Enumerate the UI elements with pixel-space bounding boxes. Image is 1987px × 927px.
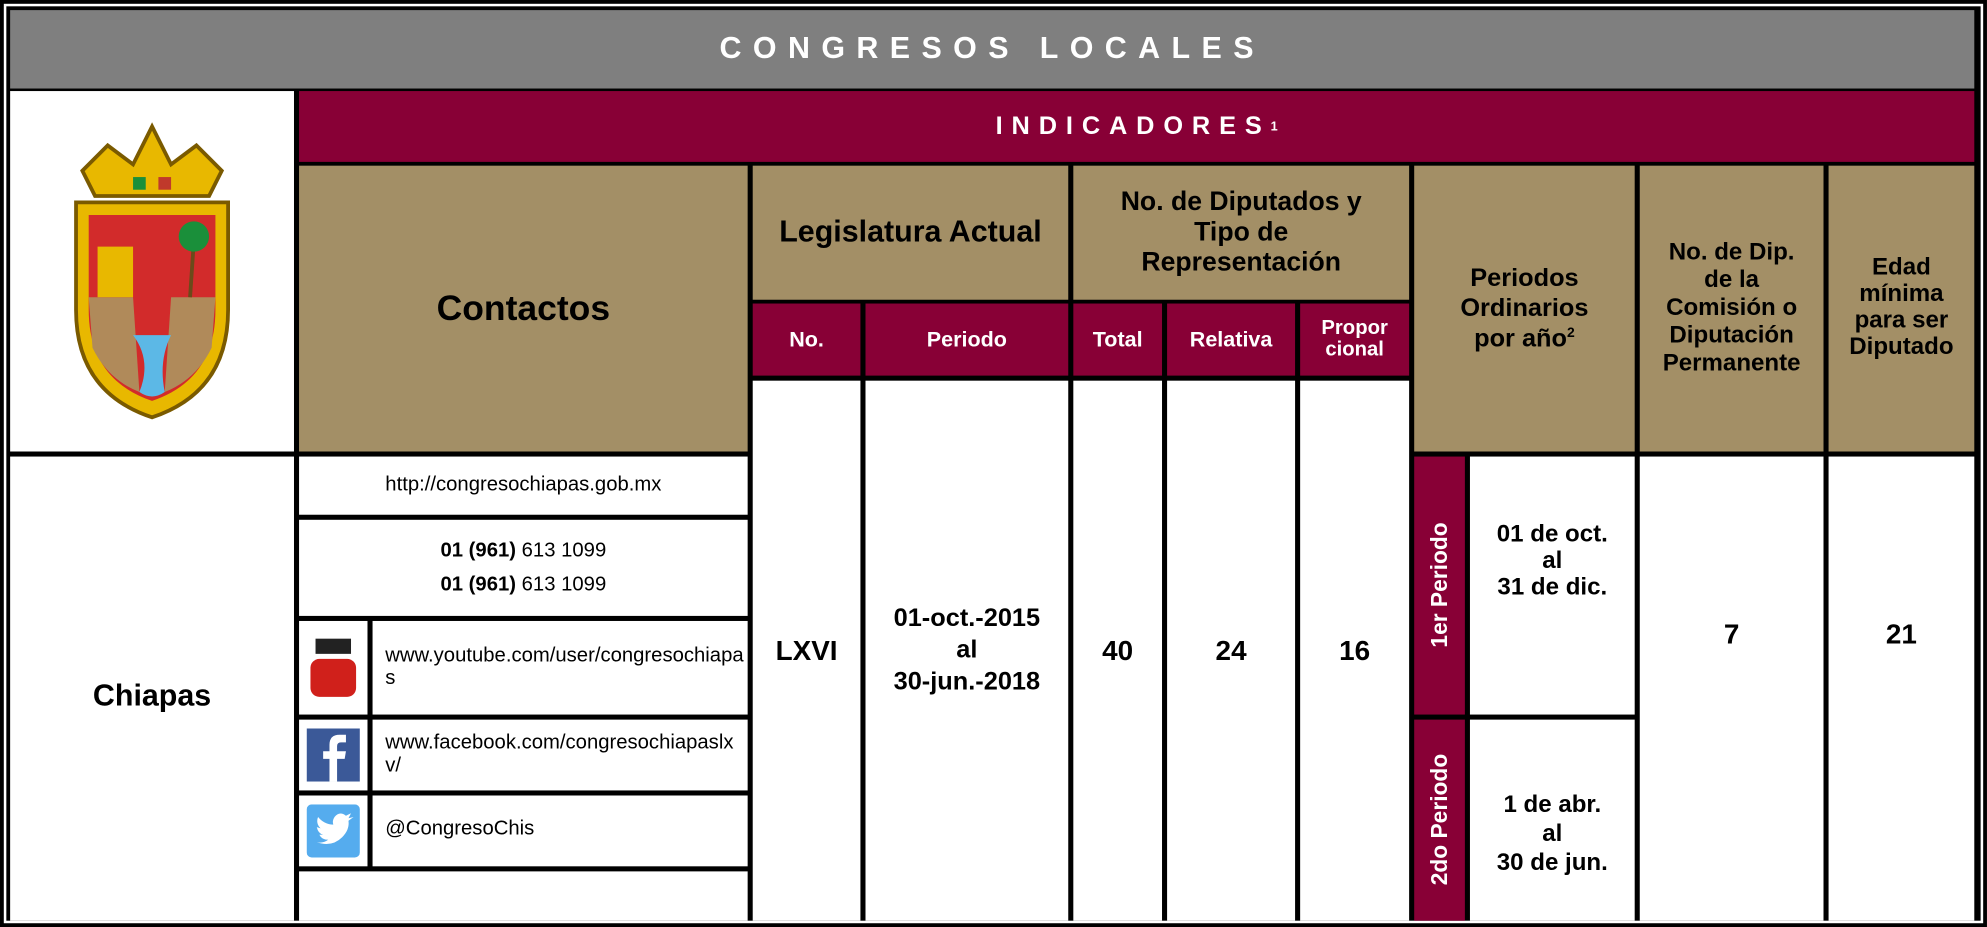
icon-cell <box>299 795 367 866</box>
sub-header: No. <box>753 304 861 376</box>
header-note: 2 <box>1567 325 1575 340</box>
cell-text: al <box>956 635 977 667</box>
cell-text: 24 <box>1216 634 1247 667</box>
cell-text: www.facebook.com/congresochiapaslxv/ <box>385 732 747 778</box>
phone-code: 01 (961) <box>440 574 516 595</box>
header-text: Propor <box>1321 318 1387 339</box>
session-label: 1er Periodo <box>1426 523 1453 648</box>
contacts-header: Contactos <box>299 166 748 452</box>
min-age-header: Edad mínima para ser Diputado <box>1829 166 1975 452</box>
session-label-cell: 2do Periodo <box>1414 720 1465 921</box>
cell-text: Chiapas <box>93 679 211 714</box>
twitter-cell: @CongresoChis <box>373 795 748 866</box>
permanent-cell: 7 <box>1640 457 1824 921</box>
min-age-cell: 21 <box>1829 457 1975 921</box>
cell-text: al <box>1542 821 1562 850</box>
sub-header: Total <box>1073 304 1162 376</box>
legislature-header: Legislatura Actual <box>753 166 1069 300</box>
cell-text: 40 <box>1102 634 1133 667</box>
icon-cell <box>299 621 367 715</box>
header-text: Relativa <box>1190 327 1273 352</box>
cell-text: 16 <box>1339 634 1370 667</box>
cell-text: 30-jun.-2018 <box>894 666 1041 698</box>
title-text: CONGRESOS LOCALES <box>720 32 1265 67</box>
indicators-title: INDICADORES <box>996 112 1271 141</box>
total-cell: 40 <box>1073 381 1162 921</box>
youtube-cell: www.youtube.com/user/congresochiapas <box>373 621 748 715</box>
cell-text: 7 <box>1724 618 1740 651</box>
icon-cell <box>299 720 367 791</box>
header-text: No. <box>789 327 824 352</box>
cell-text: 01-oct.-2015 <box>894 603 1041 635</box>
header-text: No. de Dip. de la Comisión o Diputación … <box>1652 240 1810 378</box>
header-text: cional <box>1325 340 1384 361</box>
twitter-icon <box>307 804 360 857</box>
page-title: CONGRESOS LOCALES <box>10 10 1974 88</box>
phone-number: 613 1099 <box>522 540 607 561</box>
header-text: Legislatura Actual <box>779 215 1042 250</box>
periods-header: Periodos Ordinarios por año2 <box>1414 166 1634 452</box>
session-label: 2do Periodo <box>1426 754 1453 886</box>
sub-header: Periodo <box>865 304 1068 376</box>
logo-cell <box>10 91 294 451</box>
cell-text: 30 de jun. <box>1497 850 1608 879</box>
header-text: Contactos <box>437 288 610 328</box>
phone-number: 613 1099 <box>522 574 607 595</box>
cell-text: 01 de oct. <box>1497 522 1608 548</box>
facebook-cell: www.facebook.com/congresochiapaslxv/ <box>373 720 748 791</box>
header-text: Total <box>1093 327 1143 352</box>
session-label-cell: 1er Periodo <box>1414 457 1465 715</box>
header-text: Periodo <box>927 327 1007 352</box>
website-cell: http://congresochiapas.gob.mx <box>299 457 748 515</box>
cell-text: http://congresochiapas.gob.mx <box>385 474 661 497</box>
cell-text: LXVI <box>776 634 838 667</box>
legislature-cell: LXVI <box>753 381 861 921</box>
proportional-cell: 16 <box>1300 381 1409 921</box>
page: CONGRESOS LOCALES INDICADORES1 Contactos… <box>0 0 1987 927</box>
header-text: Edad mínima para ser Diputado <box>1839 256 1964 362</box>
cell-text: www.youtube.com/user/congresochiapas <box>385 645 747 691</box>
cell-text: 31 de dic. <box>1497 575 1607 601</box>
state-cell: Chiapas <box>10 457 294 921</box>
coat-of-arms <box>57 120 247 424</box>
indicators-note: 1 <box>1271 120 1278 134</box>
cell-text: @CongresoChis <box>385 818 534 841</box>
phones-cell: 01 (961) 613 1099 01 (961) 613 1099 <box>299 520 748 616</box>
relative-cell: 24 <box>1167 381 1295 921</box>
phone-code: 01 (961) <box>440 540 516 561</box>
cell-text: 21 <box>1886 618 1917 651</box>
cell-text: al <box>1542 549 1562 575</box>
permanent-header: No. de Dip. de la Comisión o Diputación … <box>1640 166 1824 452</box>
empty-cell <box>299 871 748 920</box>
sub-header: Relativa <box>1167 304 1295 376</box>
header-text: No. de Diputados y Tipo de Representació… <box>1099 187 1384 279</box>
cell-text: 1 de abr. <box>1503 792 1601 821</box>
youtube-icon <box>308 636 359 699</box>
facebook-icon <box>307 728 360 781</box>
deputies-header: No. de Diputados y Tipo de Representació… <box>1073 166 1409 300</box>
